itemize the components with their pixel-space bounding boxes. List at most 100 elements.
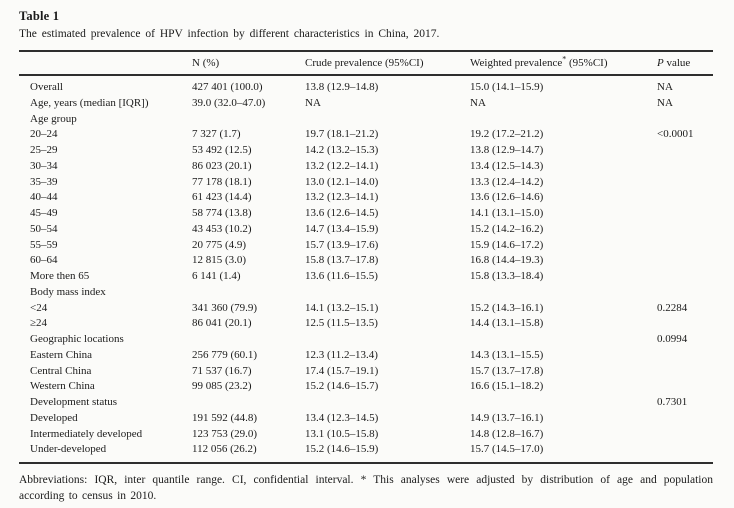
row-n-cell: [192, 395, 305, 411]
row-crude-cell: 14.2 (13.2–15.3): [305, 144, 379, 156]
row-label-cell: ≥24: [30, 317, 48, 330]
table-row: 35–39 77 178 (18.1) 13.0 (12.1–14.0) 13.…: [19, 175, 713, 191]
table-row: 45–49 58 774 (13.8) 13.6 (12.6–14.5) 14.…: [19, 206, 713, 222]
row-n-cell: 71 537 (16.7): [192, 364, 252, 377]
table-row: Under-developed 112 056 (26.2) 15.2 (14.…: [19, 442, 713, 464]
row-weighted-cell: 15.7 (14.5–17.0): [470, 442, 657, 464]
row-crude-cell: NA: [305, 96, 321, 109]
header-crude-cell: Crude prevalence (95%CI): [305, 50, 470, 76]
row-label-cell: More then 65: [30, 270, 90, 282]
table-row: 55–59 20 775 (4.9) 15.7 (13.9–17.6) 15.9…: [19, 238, 713, 254]
table-row: Geographic locations 0.0994: [19, 332, 713, 348]
table-row: Intermediately developed 123 753 (29.0) …: [19, 427, 713, 443]
row-weighted-cell: 14.3 (13.1–15.5): [470, 348, 544, 361]
table-footnote: Abbreviations: IQR, inter quantile range…: [19, 474, 713, 502]
table-body: Overall 427 401 (100.0) 13.8 (12.9–14.8)…: [19, 75, 713, 464]
row-n-cell: 256 779 (60.1): [192, 348, 258, 361]
row-weighted-cell: 13.3 (12.4–14.2): [470, 175, 544, 188]
row-crude-cell: 15.8 (13.7–17.8): [305, 254, 379, 267]
row-label-cell: 45–49: [30, 207, 58, 219]
table-row: Age group: [19, 112, 713, 128]
row-label-cell: Development status: [30, 396, 118, 408]
weighted-footnote-marker: *: [562, 54, 567, 64]
row-crude-cell: 13.1 (10.5–15.8): [305, 427, 379, 440]
row-crude-cell: 15.7 (13.9–17.6): [305, 238, 379, 251]
row-crude-cell: 13.0 (12.1–14.0): [305, 175, 379, 188]
row-weighted-cell: 13.8 (12.9–14.7): [470, 144, 544, 156]
row-weighted-cell: 14.9 (13.7–16.1): [470, 411, 544, 424]
row-n-cell: 20 775 (4.9): [192, 238, 247, 251]
row-weighted-cell: [470, 112, 657, 128]
row-weighted-cell: 13.6 (12.6–14.6): [470, 191, 544, 204]
table-row: Eastern China 256 779 (60.1) 12.3 (11.2–…: [19, 348, 713, 364]
table-row: Development status 0.7301: [19, 395, 713, 411]
table-row: More then 65 6 141 (1.4) 13.6 (11.6–15.5…: [19, 269, 713, 285]
row-crude-cell: 14.7 (13.4–15.9): [305, 222, 379, 235]
row-label-cell: 60–64: [30, 254, 58, 267]
header-n-cell: N (%): [192, 50, 305, 76]
row-label-cell: 40–44: [30, 191, 58, 204]
row-n-cell: [192, 332, 305, 348]
row-n-cell: 39.0 (32.0–47.0): [192, 96, 266, 109]
row-weighted-cell: [470, 395, 657, 411]
table-row: <24 341 360 (79.9) 14.1 (13.2–15.1) 15.2…: [19, 301, 713, 317]
row-crude-cell: 17.4 (15.7–19.1): [305, 364, 379, 377]
header-weighted-label: Weighted prevalence: [470, 57, 563, 69]
row-pvalue-cell: [657, 269, 713, 285]
row-weighted-cell: 15.0 (14.1–15.9): [470, 81, 544, 93]
row-pvalue-cell: [657, 253, 713, 269]
row-crude-cell: 13.4 (12.3–14.5): [305, 411, 379, 424]
row-pvalue-cell: [657, 159, 713, 175]
row-crude-cell: 13.2 (12.3–14.1): [305, 191, 379, 204]
row-n-cell: 112 056 (26.2): [192, 442, 305, 464]
row-label-cell: <24: [30, 301, 48, 314]
table-row: 40–44 61 423 (14.4) 13.2 (12.3–14.1) 13.…: [19, 190, 713, 206]
row-weighted-cell: [470, 285, 657, 301]
row-n-cell: 86 041 (20.1): [192, 317, 252, 330]
row-crude-cell: 15.2 (14.6–15.9): [305, 442, 470, 464]
row-crude-cell: [305, 112, 470, 128]
row-n-cell: 341 360 (79.9): [192, 301, 258, 314]
row-label-cell: Under-developed: [19, 442, 192, 464]
row-pvalue-cell: [657, 175, 713, 191]
table-title: Table 1: [19, 9, 60, 23]
row-n-cell: 427 401 (100.0): [192, 81, 263, 93]
header-pvalue-cell: P value: [657, 50, 713, 76]
row-label-cell: 55–59: [30, 238, 58, 251]
row-crude-cell: 13.6 (11.6–15.5): [305, 270, 378, 282]
row-crude-cell: 13.6 (12.6–14.5): [305, 207, 379, 219]
row-weighted-cell: 14.8 (12.8–16.7): [470, 427, 544, 440]
header-row: N (%) Crude prevalence (95%CI) Weighted …: [19, 50, 713, 76]
row-label-cell: Geographic locations: [30, 333, 124, 345]
row-label-cell: 35–39: [30, 175, 58, 188]
header-p-rest: value: [663, 57, 691, 69]
row-crude-cell: 15.2 (14.6–15.7): [305, 380, 379, 393]
row-label-cell: 50–54: [30, 222, 58, 235]
row-crude-cell: [305, 332, 470, 348]
row-n-cell: 7 327 (1.7): [192, 128, 241, 141]
row-n-cell: 77 178 (18.1): [192, 175, 252, 188]
row-crude-cell: 13.2 (12.2–14.1): [305, 159, 379, 172]
row-n-cell: 6 141 (1.4): [192, 270, 241, 282]
row-pvalue-cell: [657, 112, 713, 128]
row-weighted-cell: 15.8 (13.3–18.4): [470, 270, 544, 282]
row-n-cell: [192, 112, 305, 128]
row-pvalue-cell: [657, 222, 713, 238]
row-label-cell: Overall: [30, 81, 63, 93]
row-label-cell: Eastern China: [30, 348, 93, 361]
row-crude-cell: 13.8 (12.9–14.8): [305, 81, 379, 93]
row-weighted-cell: 19.2 (17.2–21.2): [470, 128, 544, 141]
row-weighted-cell: 13.4 (12.5–14.3): [470, 159, 544, 172]
row-crude-cell: 19.7 (18.1–21.2): [305, 128, 379, 141]
row-n-cell: 12 815 (3.0): [192, 254, 247, 267]
header-weighted-cell: Weighted prevalence* (95%CI): [470, 50, 657, 76]
row-label-cell: Age group: [30, 112, 77, 125]
row-pvalue-cell: 0.7301: [657, 396, 688, 408]
table-row: 20–24 7 327 (1.7) 19.7 (18.1–21.2) 19.2 …: [19, 127, 713, 143]
row-pvalue-cell: [657, 348, 713, 364]
row-crude-cell: 12.3 (11.2–13.4): [305, 348, 378, 361]
row-n-cell: 61 423 (14.4): [192, 191, 252, 204]
prevalence-table: N (%) Crude prevalence (95%CI) Weighted …: [19, 50, 713, 464]
header-p-italic: P: [657, 57, 664, 69]
